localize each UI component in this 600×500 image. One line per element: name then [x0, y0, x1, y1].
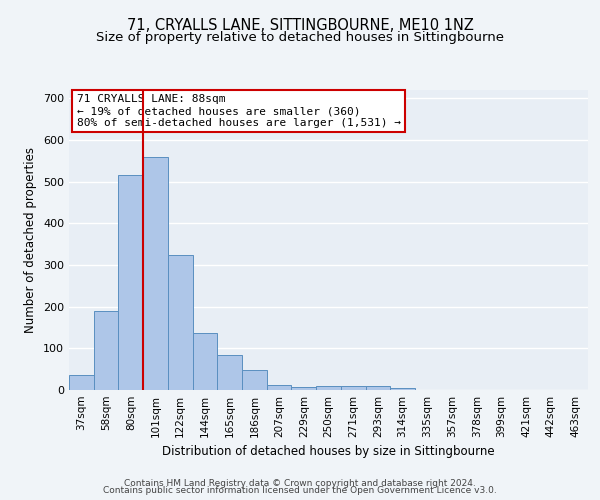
- Bar: [217, 354, 242, 390]
- Bar: [267, 384, 292, 390]
- Bar: [292, 386, 316, 390]
- Text: Contains public sector information licensed under the Open Government Licence v3: Contains public sector information licen…: [103, 486, 497, 495]
- Bar: [143, 156, 168, 390]
- Bar: [69, 376, 94, 390]
- Bar: [168, 254, 193, 390]
- Text: 71 CRYALLS LANE: 88sqm
← 19% of detached houses are smaller (360)
80% of semi-de: 71 CRYALLS LANE: 88sqm ← 19% of detached…: [77, 94, 401, 128]
- Bar: [242, 370, 267, 390]
- Bar: [341, 386, 365, 390]
- Text: 71, CRYALLS LANE, SITTINGBOURNE, ME10 1NZ: 71, CRYALLS LANE, SITTINGBOURNE, ME10 1N…: [127, 18, 473, 32]
- Bar: [94, 311, 118, 390]
- Text: Size of property relative to detached houses in Sittingbourne: Size of property relative to detached ho…: [96, 31, 504, 44]
- Bar: [316, 386, 341, 390]
- Y-axis label: Number of detached properties: Number of detached properties: [25, 147, 37, 333]
- Bar: [390, 388, 415, 390]
- Bar: [193, 332, 217, 390]
- Text: Contains HM Land Registry data © Crown copyright and database right 2024.: Contains HM Land Registry data © Crown c…: [124, 478, 476, 488]
- X-axis label: Distribution of detached houses by size in Sittingbourne: Distribution of detached houses by size …: [162, 446, 495, 458]
- Bar: [118, 176, 143, 390]
- Bar: [365, 386, 390, 390]
